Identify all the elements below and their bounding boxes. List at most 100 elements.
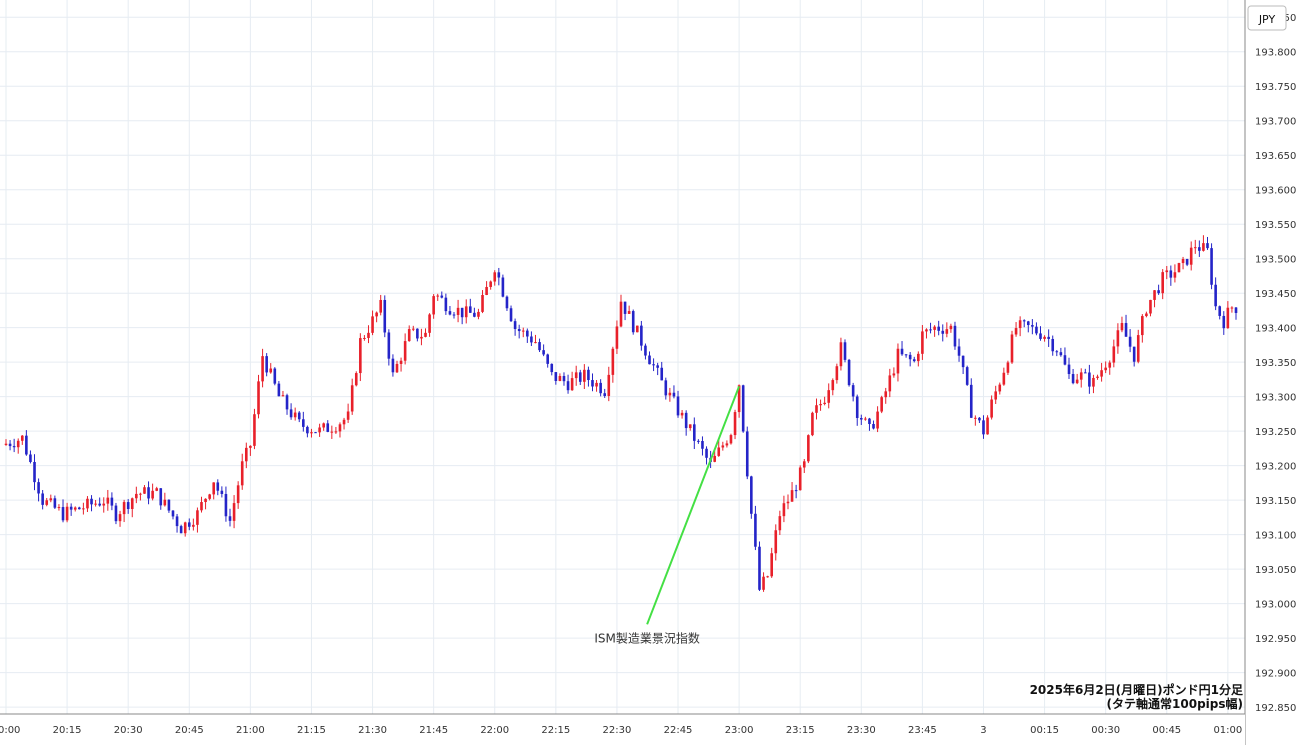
grid-layer: [0, 0, 1245, 714]
candle: [232, 495, 236, 529]
candle-body: [546, 354, 549, 364]
candle-body: [489, 281, 492, 287]
candle-body: [359, 338, 362, 374]
y-tick-labels: 193.850193.800193.750193.700193.650193.6…: [1255, 13, 1296, 714]
candle-body: [440, 295, 444, 298]
candle-body: [1198, 247, 1201, 251]
candle: [526, 328, 529, 343]
x-tick-label: 22:15: [541, 725, 570, 736]
candle-body: [86, 498, 89, 509]
candle-body: [395, 363, 399, 373]
candle-body: [61, 507, 65, 521]
candle-body: [1157, 290, 1160, 294]
candle: [25, 430, 28, 456]
candle-body: [253, 414, 256, 446]
candle-body: [240, 461, 244, 486]
candle-body: [774, 530, 778, 554]
candle: [1145, 311, 1148, 318]
candle-body: [896, 348, 900, 374]
candle: [82, 502, 85, 515]
candle-body: [257, 381, 260, 415]
candle-body: [456, 307, 460, 315]
candle: [1096, 374, 1099, 380]
candle: [798, 465, 802, 491]
candle: [1031, 319, 1034, 335]
candle: [69, 503, 73, 516]
candle-body: [94, 503, 97, 505]
candle-body: [1055, 351, 1059, 353]
candle: [20, 435, 24, 445]
candle-body: [391, 358, 395, 373]
candle-body: [159, 488, 163, 506]
candle-body: [505, 296, 509, 309]
candle-body: [45, 500, 49, 505]
x-tick-label: 21:30: [358, 725, 387, 736]
candle: [289, 403, 293, 420]
candle: [1092, 374, 1095, 394]
candle-body: [974, 417, 977, 419]
candle-body: [1230, 307, 1234, 309]
candle: [978, 417, 981, 424]
y-tick-label: 193.050: [1255, 565, 1296, 576]
candle-body: [416, 328, 419, 339]
candle-body: [917, 353, 920, 362]
candle-body: [660, 367, 664, 381]
candle: [420, 328, 423, 346]
candle: [888, 368, 892, 398]
candle: [1039, 326, 1042, 341]
candle-body: [1018, 320, 1022, 329]
candle: [122, 499, 126, 523]
x-tick-label: 00:15: [1030, 725, 1059, 736]
candle: [583, 364, 586, 389]
candle: [1169, 265, 1173, 286]
candle: [982, 415, 985, 439]
candle: [811, 411, 814, 437]
candle-body: [432, 296, 435, 315]
candle-body: [1006, 362, 1010, 373]
candle: [782, 495, 786, 523]
candle-body: [994, 391, 998, 400]
candle: [595, 380, 598, 392]
candle: [73, 506, 77, 512]
candle: [481, 290, 484, 314]
candle: [774, 524, 778, 561]
candle-body: [733, 412, 737, 436]
candle-body: [562, 376, 566, 382]
candle-body: [244, 447, 248, 462]
candle: [766, 575, 769, 578]
candle-body: [16, 440, 20, 448]
candle: [957, 338, 961, 362]
candle: [1161, 269, 1164, 300]
candle-body: [57, 507, 61, 509]
candle: [244, 442, 248, 469]
candle-body: [929, 329, 932, 331]
candle: [998, 382, 1002, 395]
candle: [269, 363, 273, 374]
candle-body: [872, 423, 875, 429]
candle: [1104, 361, 1107, 374]
candle: [1153, 290, 1156, 308]
candle: [228, 508, 232, 527]
candle-body: [1104, 367, 1107, 371]
candle-body: [513, 321, 517, 330]
candle: [265, 353, 268, 377]
candle-body: [342, 419, 346, 425]
candle-body: [1165, 270, 1169, 273]
candle: [587, 366, 590, 387]
candle-body: [1063, 355, 1067, 365]
candle-body: [387, 332, 391, 359]
candle-body: [469, 306, 472, 313]
candle: [192, 518, 195, 531]
candle-body: [688, 424, 692, 429]
currency-badge[interactable]: [1247, 5, 1287, 31]
candle: [1124, 314, 1128, 337]
candle: [717, 439, 721, 457]
y-tick-label: 193.750: [1255, 82, 1296, 93]
candle-body: [41, 493, 44, 505]
candle-body: [1112, 346, 1116, 363]
candle-body: [8, 443, 12, 447]
candle-body: [1169, 270, 1173, 278]
candle-body: [1132, 346, 1136, 362]
